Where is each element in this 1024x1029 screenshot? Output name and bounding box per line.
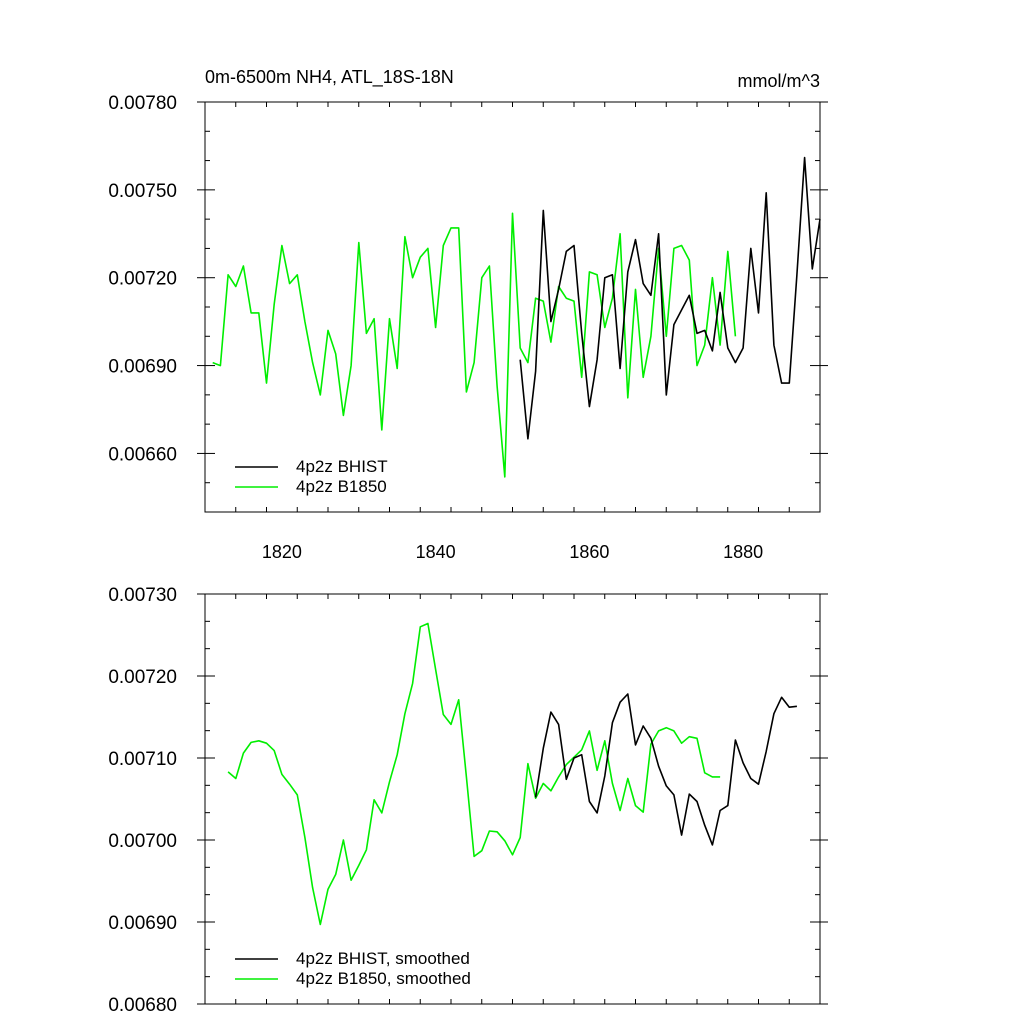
y-tick-label: 0.00690 bbox=[108, 357, 177, 378]
y-tick-label: 0.00730 bbox=[108, 585, 177, 606]
y-tick-label: 0.00720 bbox=[108, 269, 177, 290]
legend-label: 4p2z B1850 bbox=[296, 477, 387, 496]
series-line bbox=[536, 694, 797, 845]
x-tick-label: 1880 bbox=[723, 542, 763, 562]
legend-label: 4p2z BHIST, smoothed bbox=[296, 949, 470, 968]
chart-title: 0m-6500m NH4, ATL_18S-18N bbox=[205, 67, 454, 88]
y-tick-label: 0.00680 bbox=[108, 995, 177, 1016]
y-tick-label: 0.00700 bbox=[108, 831, 177, 852]
y-tick-label: 0.00720 bbox=[108, 667, 177, 688]
y-tick-label: 0.00780 bbox=[108, 93, 177, 114]
bottom-panel: 0.00680 0.00690 0.00700 0.00710 0.00720 0.007… bbox=[108, 585, 828, 1016]
y-tick-label: 0.00660 bbox=[108, 444, 177, 465]
legend-label: 4p2z BHIST bbox=[296, 457, 388, 476]
x-tick-label: 1840 bbox=[416, 542, 456, 562]
units-label: mmol/m^3 bbox=[738, 71, 820, 91]
y-tick-label: 0.00750 bbox=[108, 181, 177, 202]
y-tick-label: 0.00690 bbox=[108, 913, 177, 934]
y-tick-label: 0.00710 bbox=[108, 749, 177, 770]
top-panel: 0m-6500m NH4, ATL_18S-18N mmol/m^3 1820 1… bbox=[108, 67, 828, 562]
legend-label: 4p2z B1850, smoothed bbox=[296, 969, 471, 988]
x-tick-label: 1860 bbox=[569, 542, 609, 562]
plot-frame bbox=[205, 102, 820, 512]
x-tick-label: 1820 bbox=[262, 542, 302, 562]
series-line bbox=[228, 624, 720, 925]
